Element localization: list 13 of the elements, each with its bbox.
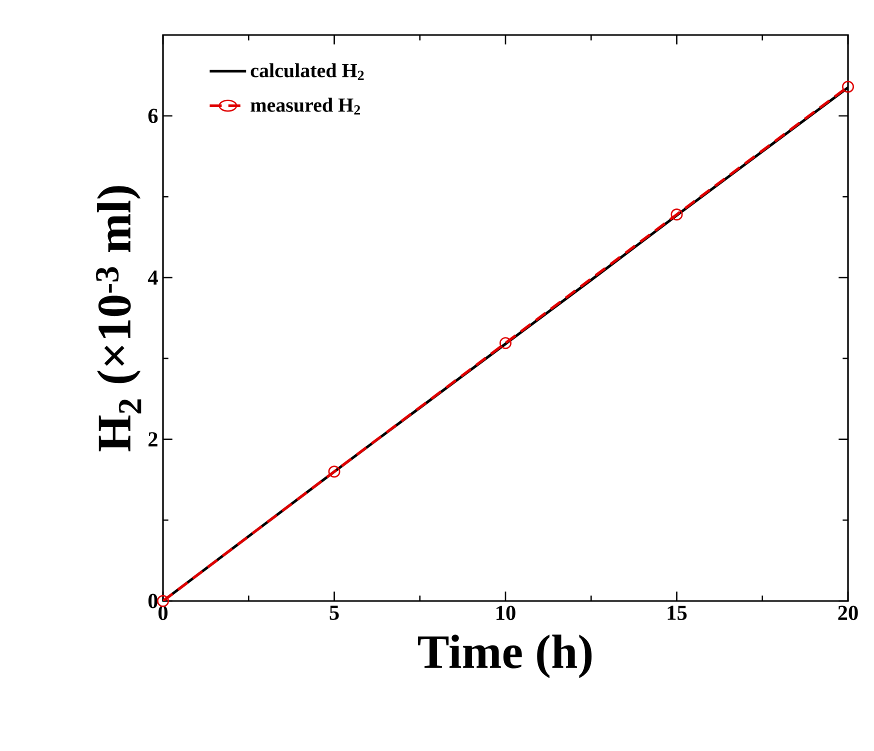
y-tick-label: 0: [148, 594, 158, 608]
y-axis-title: H$_{2}$ (×10$^{-3}$ ml): [96, 186, 142, 452]
x-tick-label: 5: [330, 606, 339, 620]
y-tick-label: 4: [148, 270, 158, 285]
x-tick-label: 0: [158, 606, 168, 620]
y-tick-label: 6: [148, 108, 158, 124]
x-axis-title: Time (h): [418, 634, 592, 678]
x-tick-label: 20: [838, 606, 858, 620]
x-tick-label: 15: [668, 606, 687, 620]
y-tick-label: 2: [148, 432, 158, 446]
legend-label: measured H$_{2}$: [250, 98, 360, 115]
x-tick-label: 10: [496, 606, 516, 620]
legend-label: calculated H$_{2}$: [250, 63, 364, 80]
